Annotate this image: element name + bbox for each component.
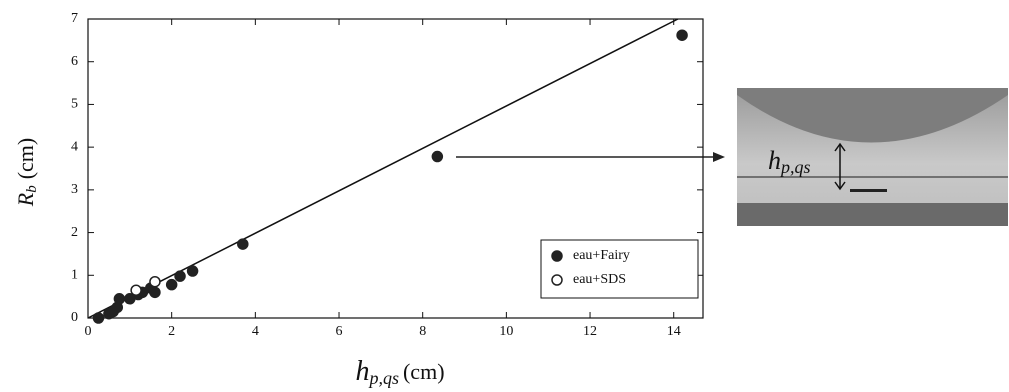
legend-label: eau+SDS [573, 272, 626, 287]
point [237, 238, 249, 250]
x-tick-label: 14 [667, 324, 681, 339]
inset-label-main: h [768, 146, 781, 175]
photo-bubble [850, 189, 887, 192]
inset-photo: hp,qs [737, 88, 1008, 226]
legend-marker [551, 250, 563, 262]
y-axis-label: Rb (cm) [13, 138, 40, 207]
y-tick-label: 1 [71, 268, 78, 283]
point [186, 265, 199, 277]
fit-line [87, 18, 679, 319]
y-tick-label: 5 [71, 97, 78, 112]
point [676, 29, 688, 41]
y-tick-label: 4 [71, 139, 78, 154]
x-label-unit: (cm) [403, 359, 445, 384]
photo-drop [737, 88, 1008, 143]
point [149, 275, 161, 288]
legend-label: eau+Fairy [573, 248, 630, 263]
point [113, 293, 126, 305]
x-tick-label: 0 [85, 324, 92, 339]
point [149, 286, 161, 299]
legend-box [540, 239, 699, 299]
plot-frame [87, 18, 704, 319]
x-tick-label: 10 [499, 324, 513, 339]
inset-label: hp,qs [768, 146, 811, 177]
y-tick-label: 0 [71, 310, 78, 325]
point [431, 150, 444, 163]
x-tick-label: 8 [419, 324, 426, 339]
legend-marker [551, 274, 563, 286]
x-label-sub: p,qs [367, 368, 399, 388]
x-tick-label: 6 [336, 324, 343, 339]
x-tick-label: 12 [583, 324, 597, 339]
y-tick-label: 2 [71, 225, 78, 240]
photo-bottom [737, 203, 1008, 226]
y-tick-label: 7 [71, 11, 78, 26]
arrow-heads [834, 142, 846, 191]
x-tick-label: 4 [252, 324, 259, 339]
y-tick-label: 6 [71, 54, 78, 69]
y-label-unit: (cm) [13, 138, 38, 180]
point [130, 284, 142, 296]
y-tick-label: 3 [71, 182, 78, 197]
inset-label-sub: p,qs [779, 157, 811, 177]
x-label-main: h [355, 356, 369, 387]
annotation-arrowhead [713, 152, 725, 162]
point [165, 278, 178, 291]
point [174, 270, 186, 282]
y-label-main: R [13, 192, 38, 207]
y-label-sub: b [24, 185, 40, 193]
x-axis-label: hp,qs (cm) [355, 356, 444, 388]
point [92, 312, 105, 324]
x-tick-label: 2 [168, 324, 175, 339]
